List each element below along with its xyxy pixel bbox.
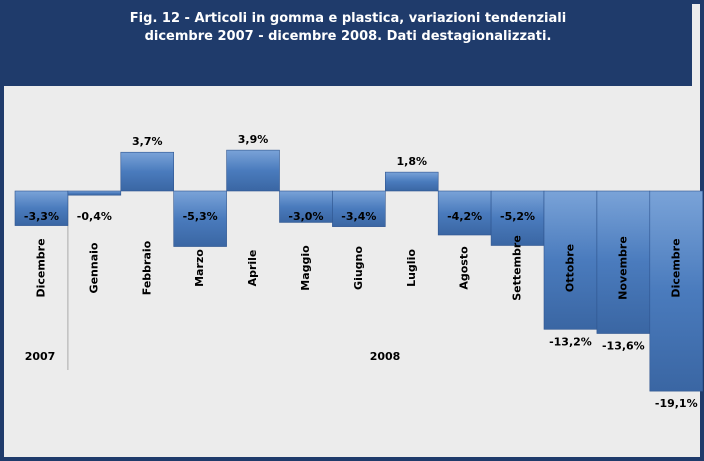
value-label: -13,6%	[602, 340, 645, 353]
bar	[649, 190, 703, 392]
x-tick-label: Novembre	[616, 236, 629, 300]
bar	[332, 190, 386, 227]
x-tick-label: Luglio	[405, 249, 418, 287]
value-label: -4,2%	[447, 210, 482, 223]
x-tick-label: Ottobre	[563, 244, 576, 292]
value-label: -19,1%	[655, 397, 698, 410]
bar	[543, 190, 598, 330]
value-label: -0,4%	[77, 210, 112, 223]
title-box: Fig. 12 - Articoli in gomma e plastica, …	[4, 4, 692, 86]
x-tick-label: Dicembre	[34, 238, 47, 297]
x-tick-label: Aprile	[246, 250, 259, 287]
bar	[596, 190, 651, 334]
bar	[226, 149, 280, 192]
x-tick-label: Giugno	[352, 246, 365, 290]
year-label: 2008	[370, 350, 401, 363]
bar	[120, 151, 175, 192]
value-label: 3,9%	[238, 133, 269, 146]
chart-title: Fig. 12 - Articoli in gomma e plastica, …	[129, 11, 576, 44]
bar	[14, 190, 69, 226]
value-label: -5,3%	[183, 210, 218, 223]
x-tick-label: Gennaio	[87, 242, 100, 293]
value-label: -5,2%	[500, 210, 535, 223]
bar	[384, 171, 439, 192]
bar	[173, 190, 227, 247]
value-label: -3,4%	[341, 210, 376, 223]
value-label: -3,3%	[24, 210, 59, 223]
x-tick-label: Maggio	[299, 245, 312, 291]
bar	[437, 190, 492, 236]
value-label: -3,0%	[288, 210, 323, 223]
x-tick-label: Agosto	[458, 246, 471, 290]
x-tick-label: Dicembre	[669, 238, 682, 297]
x-tick-label: Febbraio	[140, 240, 153, 295]
year-label: 2007	[25, 350, 56, 363]
value-label: 1,8%	[396, 155, 427, 168]
value-label: 3,7%	[132, 135, 163, 148]
value-label: -13,2%	[549, 335, 592, 348]
bar	[490, 190, 545, 246]
bar	[67, 190, 122, 196]
x-tick-label: Settembre	[511, 235, 524, 301]
x-tick-label: Marzo	[193, 249, 206, 287]
